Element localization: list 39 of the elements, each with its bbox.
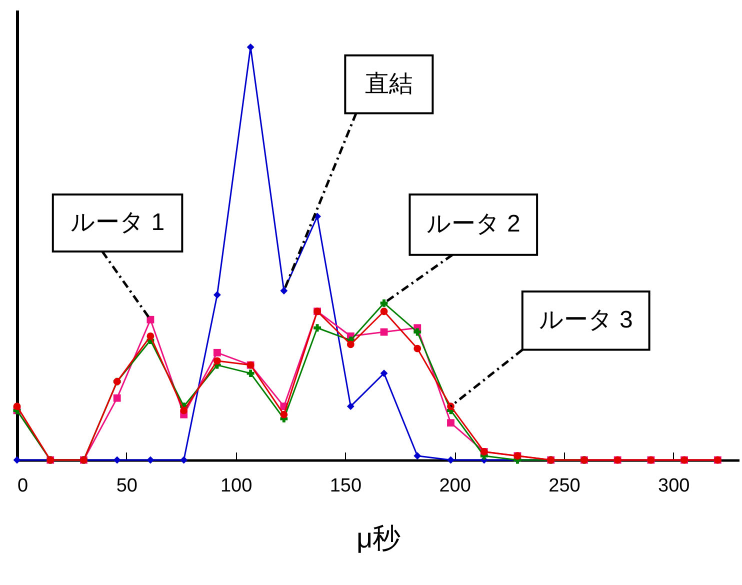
point bbox=[13, 456, 21, 464]
point bbox=[113, 456, 121, 464]
point bbox=[213, 357, 221, 365]
point bbox=[414, 328, 422, 336]
point bbox=[246, 43, 254, 51]
annotation: ルータ 1 bbox=[70, 209, 165, 236]
x-tick-label: 50 bbox=[116, 476, 138, 496]
annotation: ルータ 3 bbox=[538, 306, 633, 334]
point bbox=[213, 291, 221, 299]
x-tick-label: 0 bbox=[18, 476, 28, 496]
point bbox=[13, 402, 21, 410]
x-tick-label: 250 bbox=[548, 476, 580, 496]
point bbox=[180, 406, 188, 414]
x-tick-label: 150 bbox=[330, 476, 362, 496]
point bbox=[380, 299, 388, 307]
point bbox=[447, 419, 454, 427]
point bbox=[280, 410, 288, 418]
point bbox=[146, 316, 154, 324]
point bbox=[447, 402, 454, 410]
annotation: 直結 bbox=[364, 70, 413, 98]
x-tick-label: 200 bbox=[439, 476, 471, 496]
annotation: ルータ 2 bbox=[426, 210, 520, 238]
x-tick-label: 300 bbox=[658, 476, 690, 496]
point bbox=[346, 340, 354, 348]
point bbox=[246, 370, 254, 378]
point bbox=[314, 324, 321, 332]
point bbox=[146, 456, 154, 464]
point bbox=[146, 332, 154, 340]
point bbox=[213, 348, 221, 356]
point bbox=[414, 344, 422, 352]
point bbox=[414, 452, 422, 460]
point bbox=[346, 402, 354, 410]
point bbox=[280, 287, 288, 294]
x-tick-label: 100 bbox=[220, 476, 252, 496]
point bbox=[380, 370, 388, 378]
point bbox=[180, 456, 188, 464]
x-axis-title: μ秒 bbox=[356, 522, 401, 554]
point bbox=[380, 308, 388, 316]
point bbox=[113, 394, 121, 402]
